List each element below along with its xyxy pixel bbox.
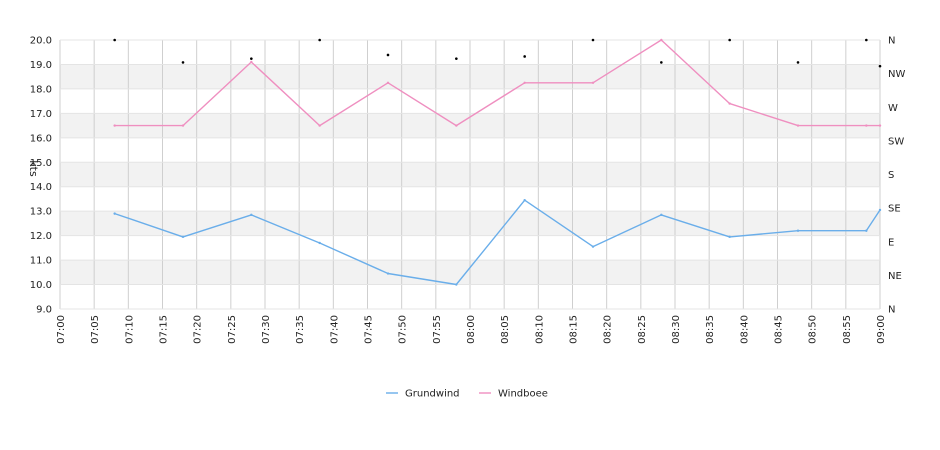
x-tick-label: 07:45 [364, 315, 375, 344]
x-tick-label: 07:00 [56, 315, 67, 344]
data-point [878, 208, 882, 212]
direction-marker [865, 38, 868, 42]
direction-marker [113, 38, 116, 42]
direction-tick-label: N [888, 305, 895, 316]
data-point [318, 241, 321, 245]
y-tick-label: 16.0 [30, 133, 52, 144]
x-tick-label: 08:20 [603, 315, 614, 344]
data-point [113, 124, 116, 127]
y-tick-label: 11.0 [30, 256, 52, 267]
direction-tick-label: N [888, 36, 895, 47]
direction-marker [455, 57, 458, 60]
x-tick-label: 08:45 [774, 315, 785, 344]
y-tick-label: 9.0 [36, 305, 52, 316]
data-point [728, 235, 731, 239]
data-point [113, 212, 116, 215]
data-point [865, 124, 868, 127]
direction-marker [660, 61, 663, 64]
data-point [386, 272, 390, 275]
direction-marker [728, 38, 731, 42]
y-axis-ticks: 9.0 10.0 11.0 12.0 13.0 14.0 15.0 16.0 17.0 18.0 1… [30, 36, 52, 316]
data-point [878, 124, 882, 127]
y-tick-label: 17.0 [30, 109, 52, 120]
data-point [181, 235, 185, 239]
data-point [660, 38, 663, 42]
data-point [523, 81, 526, 84]
direction-marker [250, 57, 253, 60]
x-tick-label: 08:35 [705, 315, 716, 344]
y-axis-label: kts [27, 160, 40, 177]
direction-tick-label: SE [888, 204, 901, 215]
direction-tick-label: E [888, 237, 894, 248]
direction-marker [318, 38, 321, 42]
data-point [660, 213, 663, 217]
data-point [865, 229, 868, 232]
x-tick-label: 07:40 [329, 315, 340, 344]
y-tick-label: 14.0 [30, 182, 52, 193]
horizontal-grid [60, 39, 880, 310]
x-tick-label: 08:15 [569, 315, 580, 344]
data-point [591, 81, 595, 84]
data-point [455, 283, 458, 286]
data-point [796, 229, 800, 232]
data-point [591, 245, 595, 248]
series-lines [113, 38, 882, 286]
direction-marker [796, 61, 800, 64]
x-tick-label: 09:00 [876, 315, 887, 344]
x-tick-label: 08:55 [842, 315, 853, 344]
data-point [250, 213, 253, 217]
x-tick-label: 08:25 [637, 315, 648, 344]
x-tick-label: 08:50 [808, 315, 819, 344]
direction-tick-label: S [888, 170, 894, 181]
y-tick-label: 13.0 [30, 207, 52, 218]
data-point [455, 124, 458, 127]
y-tick-label: 20.0 [30, 36, 52, 47]
x-axis-ticks: 07:00 07:05 07:10 07:15 07:20 07:25 07:30 07:35… [56, 315, 887, 344]
direction-axis-ticks: N NE E SE S SW W NW N [888, 36, 905, 316]
x-tick-label: 08:30 [671, 315, 682, 344]
x-tick-label: 07:50 [398, 315, 409, 344]
data-point [250, 60, 253, 64]
data-point [318, 124, 321, 127]
x-tick-label: 07:20 [193, 315, 204, 344]
direction-markers [113, 38, 882, 68]
legend: Grundwind Windboee [386, 389, 548, 400]
direction-marker [878, 64, 882, 68]
data-point [796, 124, 800, 127]
data-point [181, 124, 185, 127]
legend-label: Windboee [498, 389, 548, 400]
direction-tick-label: NW [888, 69, 905, 80]
y-tick-label: 18.0 [30, 84, 52, 95]
direction-marker [591, 38, 595, 42]
vertical-grid [59, 40, 881, 309]
x-tick-label: 08:40 [739, 315, 750, 344]
direction-tick-label: W [888, 103, 898, 114]
x-tick-label: 08:05 [500, 315, 511, 344]
x-tick-label: 08:10 [534, 315, 545, 344]
direction-marker [181, 61, 185, 64]
direction-marker [523, 55, 526, 58]
x-tick-label: 08:00 [466, 315, 477, 344]
data-point [523, 198, 526, 202]
x-tick-label: 07:30 [261, 315, 272, 344]
x-tick-label: 07:35 [295, 315, 306, 344]
x-tick-label: 07:15 [159, 315, 170, 344]
legend-label: Grundwind [405, 389, 460, 400]
data-point [386, 81, 390, 84]
x-tick-label: 07:05 [90, 315, 101, 344]
data-point [728, 102, 731, 105]
direction-tick-label: SW [888, 136, 904, 147]
y-tick-label: 19.0 [30, 60, 52, 71]
direction-marker [386, 53, 390, 57]
y-tick-label: 10.0 [30, 280, 52, 291]
direction-tick-label: NE [888, 271, 902, 282]
x-tick-label: 07:25 [227, 315, 238, 344]
x-tick-label: 07:55 [432, 315, 443, 344]
y-tick-label: 12.0 [30, 231, 52, 242]
x-tick-label: 07:10 [124, 315, 135, 344]
y-tick-label: 15.0 [30, 158, 52, 169]
